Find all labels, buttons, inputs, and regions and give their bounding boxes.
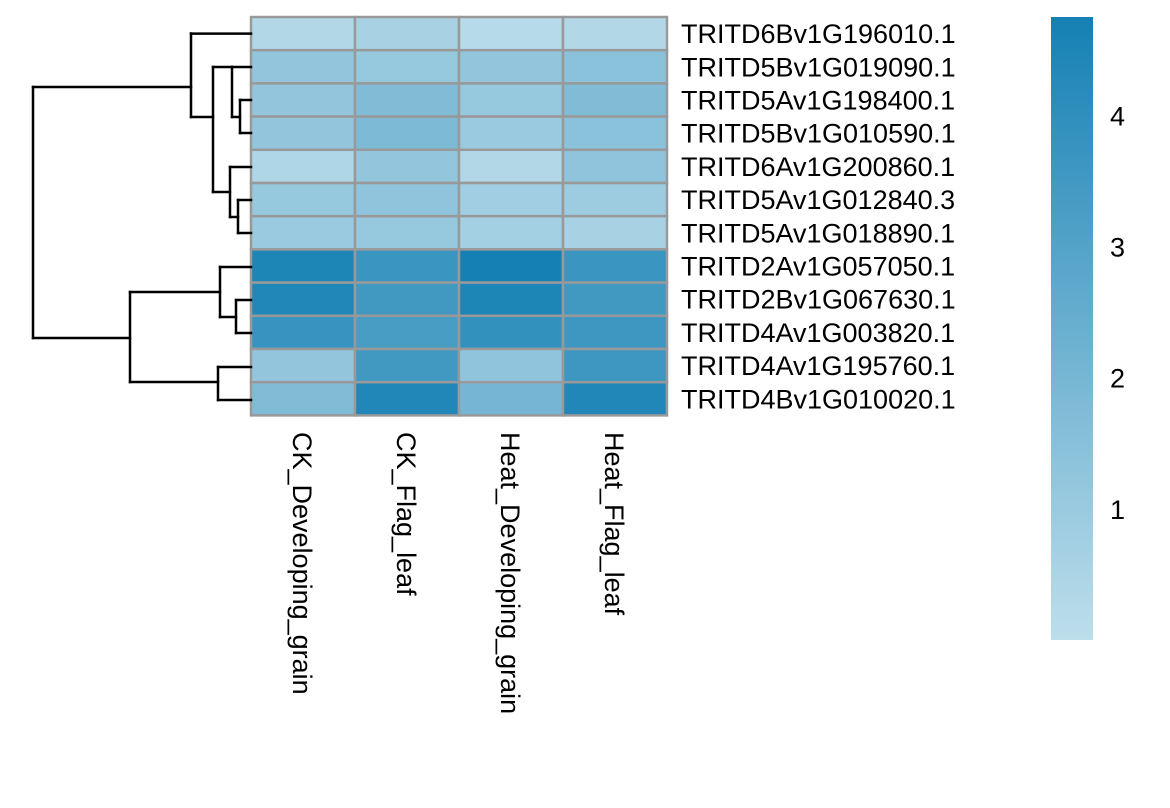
heatmap-cell xyxy=(353,181,461,218)
color-legend: 1 2 3 4 xyxy=(1051,17,1125,640)
row-label: TRITD5Bv1G010590.1 xyxy=(681,119,956,149)
legend-tick-label: 2 xyxy=(1110,364,1125,394)
heatmap-cell xyxy=(353,214,461,251)
heatmap-cell xyxy=(457,15,565,52)
heatmap-cell xyxy=(457,314,565,351)
legend-tick-label: 1 xyxy=(1110,495,1125,525)
heatmap-cell xyxy=(561,48,669,85)
heatmap-cell xyxy=(353,82,461,118)
heatmap-cell xyxy=(457,214,565,251)
row-label: TRITD4Av1G195760.1 xyxy=(681,351,955,381)
heatmap-cell xyxy=(249,15,357,52)
heatmap-cell xyxy=(353,115,461,152)
heatmap-cell xyxy=(249,181,357,218)
heatmap-cell xyxy=(353,281,461,318)
heatmap-cell xyxy=(353,148,461,185)
heatmap-cell xyxy=(457,48,565,85)
heatmap-cell xyxy=(561,380,669,417)
heatmap-cell xyxy=(561,248,669,284)
column-label: Heat_Developing_grain xyxy=(495,432,525,714)
heatmap-cell xyxy=(353,380,461,417)
row-label: TRITD5Av1G018890.1 xyxy=(681,218,955,248)
heatmap-cell xyxy=(457,115,565,152)
heatmap-cell xyxy=(249,347,357,384)
heatmap-cell xyxy=(249,380,357,417)
row-dendrogram xyxy=(31,32,253,402)
row-label: TRITD5Av1G198400.1 xyxy=(681,86,955,116)
legend-color-bar xyxy=(1051,17,1093,640)
heatmap-cell xyxy=(353,347,461,384)
row-label: TRITD5Bv1G019090.1 xyxy=(681,52,956,82)
heatmap-cell xyxy=(457,82,565,118)
column-labels: CK_Developing_grain CK_Flag_leaf Heat_Deve… xyxy=(287,432,629,714)
row-label: TRITD2Av1G057050.1 xyxy=(681,252,955,282)
heatmap-cell xyxy=(457,181,565,218)
heatmap-cell xyxy=(353,15,461,52)
heatmap-cell xyxy=(561,148,669,185)
heatmap-cell xyxy=(457,248,565,284)
column-label: CK_Developing_grain xyxy=(287,432,317,695)
heatmap-cell xyxy=(561,115,669,152)
heatmap-cell xyxy=(561,15,669,52)
legend-tick-label: 4 xyxy=(1110,101,1125,131)
row-label: TRITD2Bv1G067630.1 xyxy=(681,285,956,315)
legend-tick-label: 3 xyxy=(1110,233,1125,263)
heatmap-cell xyxy=(561,82,669,118)
heatmap-cell xyxy=(249,82,357,118)
row-label: TRITD4Bv1G010020.1 xyxy=(681,384,956,414)
heatmap-cell xyxy=(457,347,565,384)
heatmap-cell xyxy=(561,181,669,218)
heatmap-cell xyxy=(457,148,565,185)
heatmap-cell xyxy=(249,314,357,351)
heatmap-cell xyxy=(353,248,461,284)
row-label: TRITD5Av1G012840.3 xyxy=(681,185,955,215)
heatmap-cell xyxy=(249,248,357,284)
row-label: TRITD6Av1G200860.1 xyxy=(681,152,955,182)
heatmap-cell xyxy=(249,214,357,251)
heatmap-cell xyxy=(353,314,461,351)
heatmap-cell xyxy=(561,347,669,384)
heatmap-cell xyxy=(561,281,669,318)
heatmap-cell xyxy=(561,214,669,251)
heatmap-cell xyxy=(249,281,357,318)
heatmap-cell xyxy=(457,380,565,417)
column-label: CK_Flag_leaf xyxy=(391,432,421,596)
row-label: TRITD6Bv1G196010.1 xyxy=(681,19,956,49)
heatmap-cell xyxy=(561,314,669,351)
heatmap-cells xyxy=(249,15,669,417)
heatmap-cell xyxy=(249,148,357,185)
heatmap-cell xyxy=(249,48,357,85)
row-label: TRITD4Av1G003820.1 xyxy=(681,318,955,348)
heatmap-cell xyxy=(249,115,357,152)
column-label: Heat_Flag_leaf xyxy=(599,432,629,616)
heatmap-cell xyxy=(353,48,461,85)
heatmap-cell xyxy=(457,281,565,318)
